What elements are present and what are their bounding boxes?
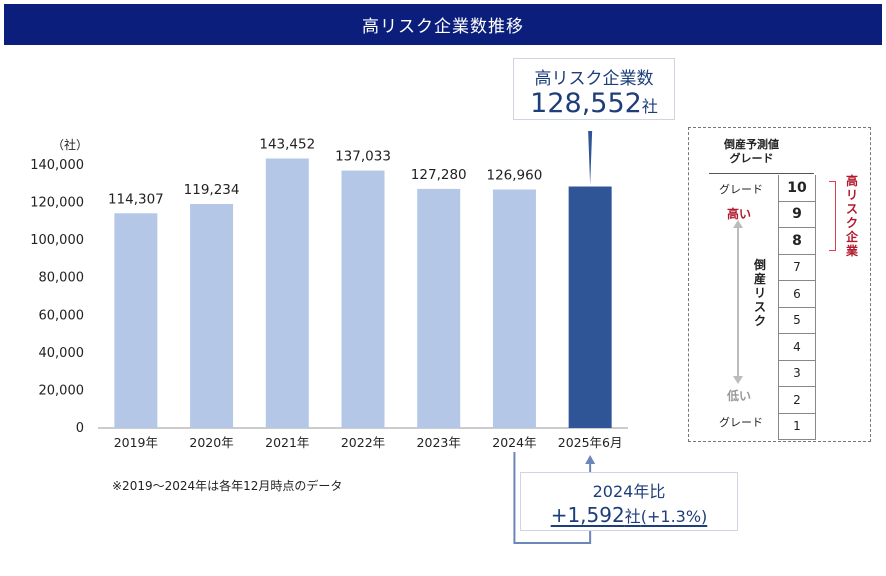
footnote: ※2019～2024年は各年12月時点のデータ <box>112 479 343 493</box>
data-label: 114,307 <box>108 191 164 207</box>
bar <box>114 213 158 428</box>
grade-cell: 3 <box>779 361 815 387</box>
grade-panel: 倒産予測値 グレード 10 9 8 7 6 5 4 3 2 1 グレード グレード 高い 低い 倒… <box>688 127 871 442</box>
x-tick-label: 2025年6月 <box>558 435 623 450</box>
grade-cell: 8 <box>779 228 815 255</box>
chart-title: 高リスク企業数推移 <box>362 17 524 37</box>
grade-cell: 5 <box>779 308 815 334</box>
x-tick-label: 2021年 <box>265 435 309 450</box>
grade-cell: 4 <box>779 334 815 361</box>
grade-panel-divider <box>709 173 814 174</box>
comparison-change: +1,592 <box>550 503 625 527</box>
risk-label: 倒産リスク <box>753 258 766 328</box>
callout-label: 高リスク企業数 <box>534 69 654 89</box>
grade-cell: 2 <box>779 387 815 414</box>
data-label: 126,960 <box>487 167 543 183</box>
grade-cell: 1 <box>779 414 815 440</box>
grade-label-bottom: グレード <box>719 416 763 429</box>
x-tick-label: 2020年 <box>189 435 233 450</box>
total-callout: 高リスク企業数 128,552社 <box>513 58 675 120</box>
y-tick-label: 60,000 <box>39 308 85 323</box>
arrow-shaft <box>737 226 739 378</box>
x-tick-label: 2019年 <box>114 435 158 450</box>
callout-pointer <box>588 131 593 185</box>
grade-panel-header-line2: グレード <box>729 152 774 165</box>
comparison-unit: 社 <box>624 507 641 526</box>
title-bar: 高リスク企業数推移 <box>4 4 882 45</box>
x-tick-label: 2022年 <box>341 435 385 450</box>
connector-arrow-icon <box>585 455 596 464</box>
arrow-down-icon <box>733 376 743 384</box>
high-label: 高い <box>727 207 752 221</box>
data-label: 119,234 <box>184 182 240 198</box>
x-tick-label: 2024年 <box>492 435 536 450</box>
data-label: 127,280 <box>411 167 467 183</box>
data-label: 143,452 <box>259 137 315 153</box>
x-tick-label: 2023年 <box>417 435 461 450</box>
y-tick-label: 80,000 <box>39 271 85 286</box>
grade-label-top: グレード <box>719 183 763 196</box>
grade-panel-header-line1: 倒産予測値 <box>724 138 779 151</box>
bar <box>417 188 461 428</box>
y-tick-label: 120,000 <box>30 196 84 211</box>
bar <box>190 204 234 428</box>
comparison-box: 2024年比 +1,592社(+1.3%) <box>520 472 738 531</box>
high-risk-label: 高リスク企業 <box>845 174 858 258</box>
grade-panel-header: 倒産予測値 グレード <box>689 138 814 166</box>
comparison-pct: (+1.3%) <box>640 507 708 526</box>
grade-cell: 7 <box>779 255 815 281</box>
callout-value: 128,552 <box>530 88 642 119</box>
y-tick-label: 20,000 <box>39 383 85 398</box>
bar <box>341 170 385 428</box>
grade-cell: 10 <box>779 175 815 202</box>
y-tick-label: 100,000 <box>30 233 84 248</box>
y-tick-label: 0 <box>76 421 84 436</box>
data-label: 137,033 <box>335 149 391 165</box>
grade-cell: 6 <box>779 281 815 308</box>
grade-cell: 9 <box>779 202 815 228</box>
y-tick-label: 40,000 <box>39 346 85 361</box>
comparison-label: 2024年比 <box>592 482 666 501</box>
callout-unit: 社 <box>641 97 658 116</box>
bar <box>492 189 536 428</box>
grade-column: 10 9 8 7 6 5 4 3 2 1 <box>778 175 816 440</box>
bar <box>265 158 309 428</box>
arrow-up-icon <box>733 220 743 228</box>
y-unit-label: （社） <box>52 138 89 152</box>
bar <box>568 186 612 428</box>
y-tick-label: 140,000 <box>30 158 84 173</box>
high-risk-bracket <box>829 181 836 251</box>
low-label: 低い <box>727 389 752 403</box>
